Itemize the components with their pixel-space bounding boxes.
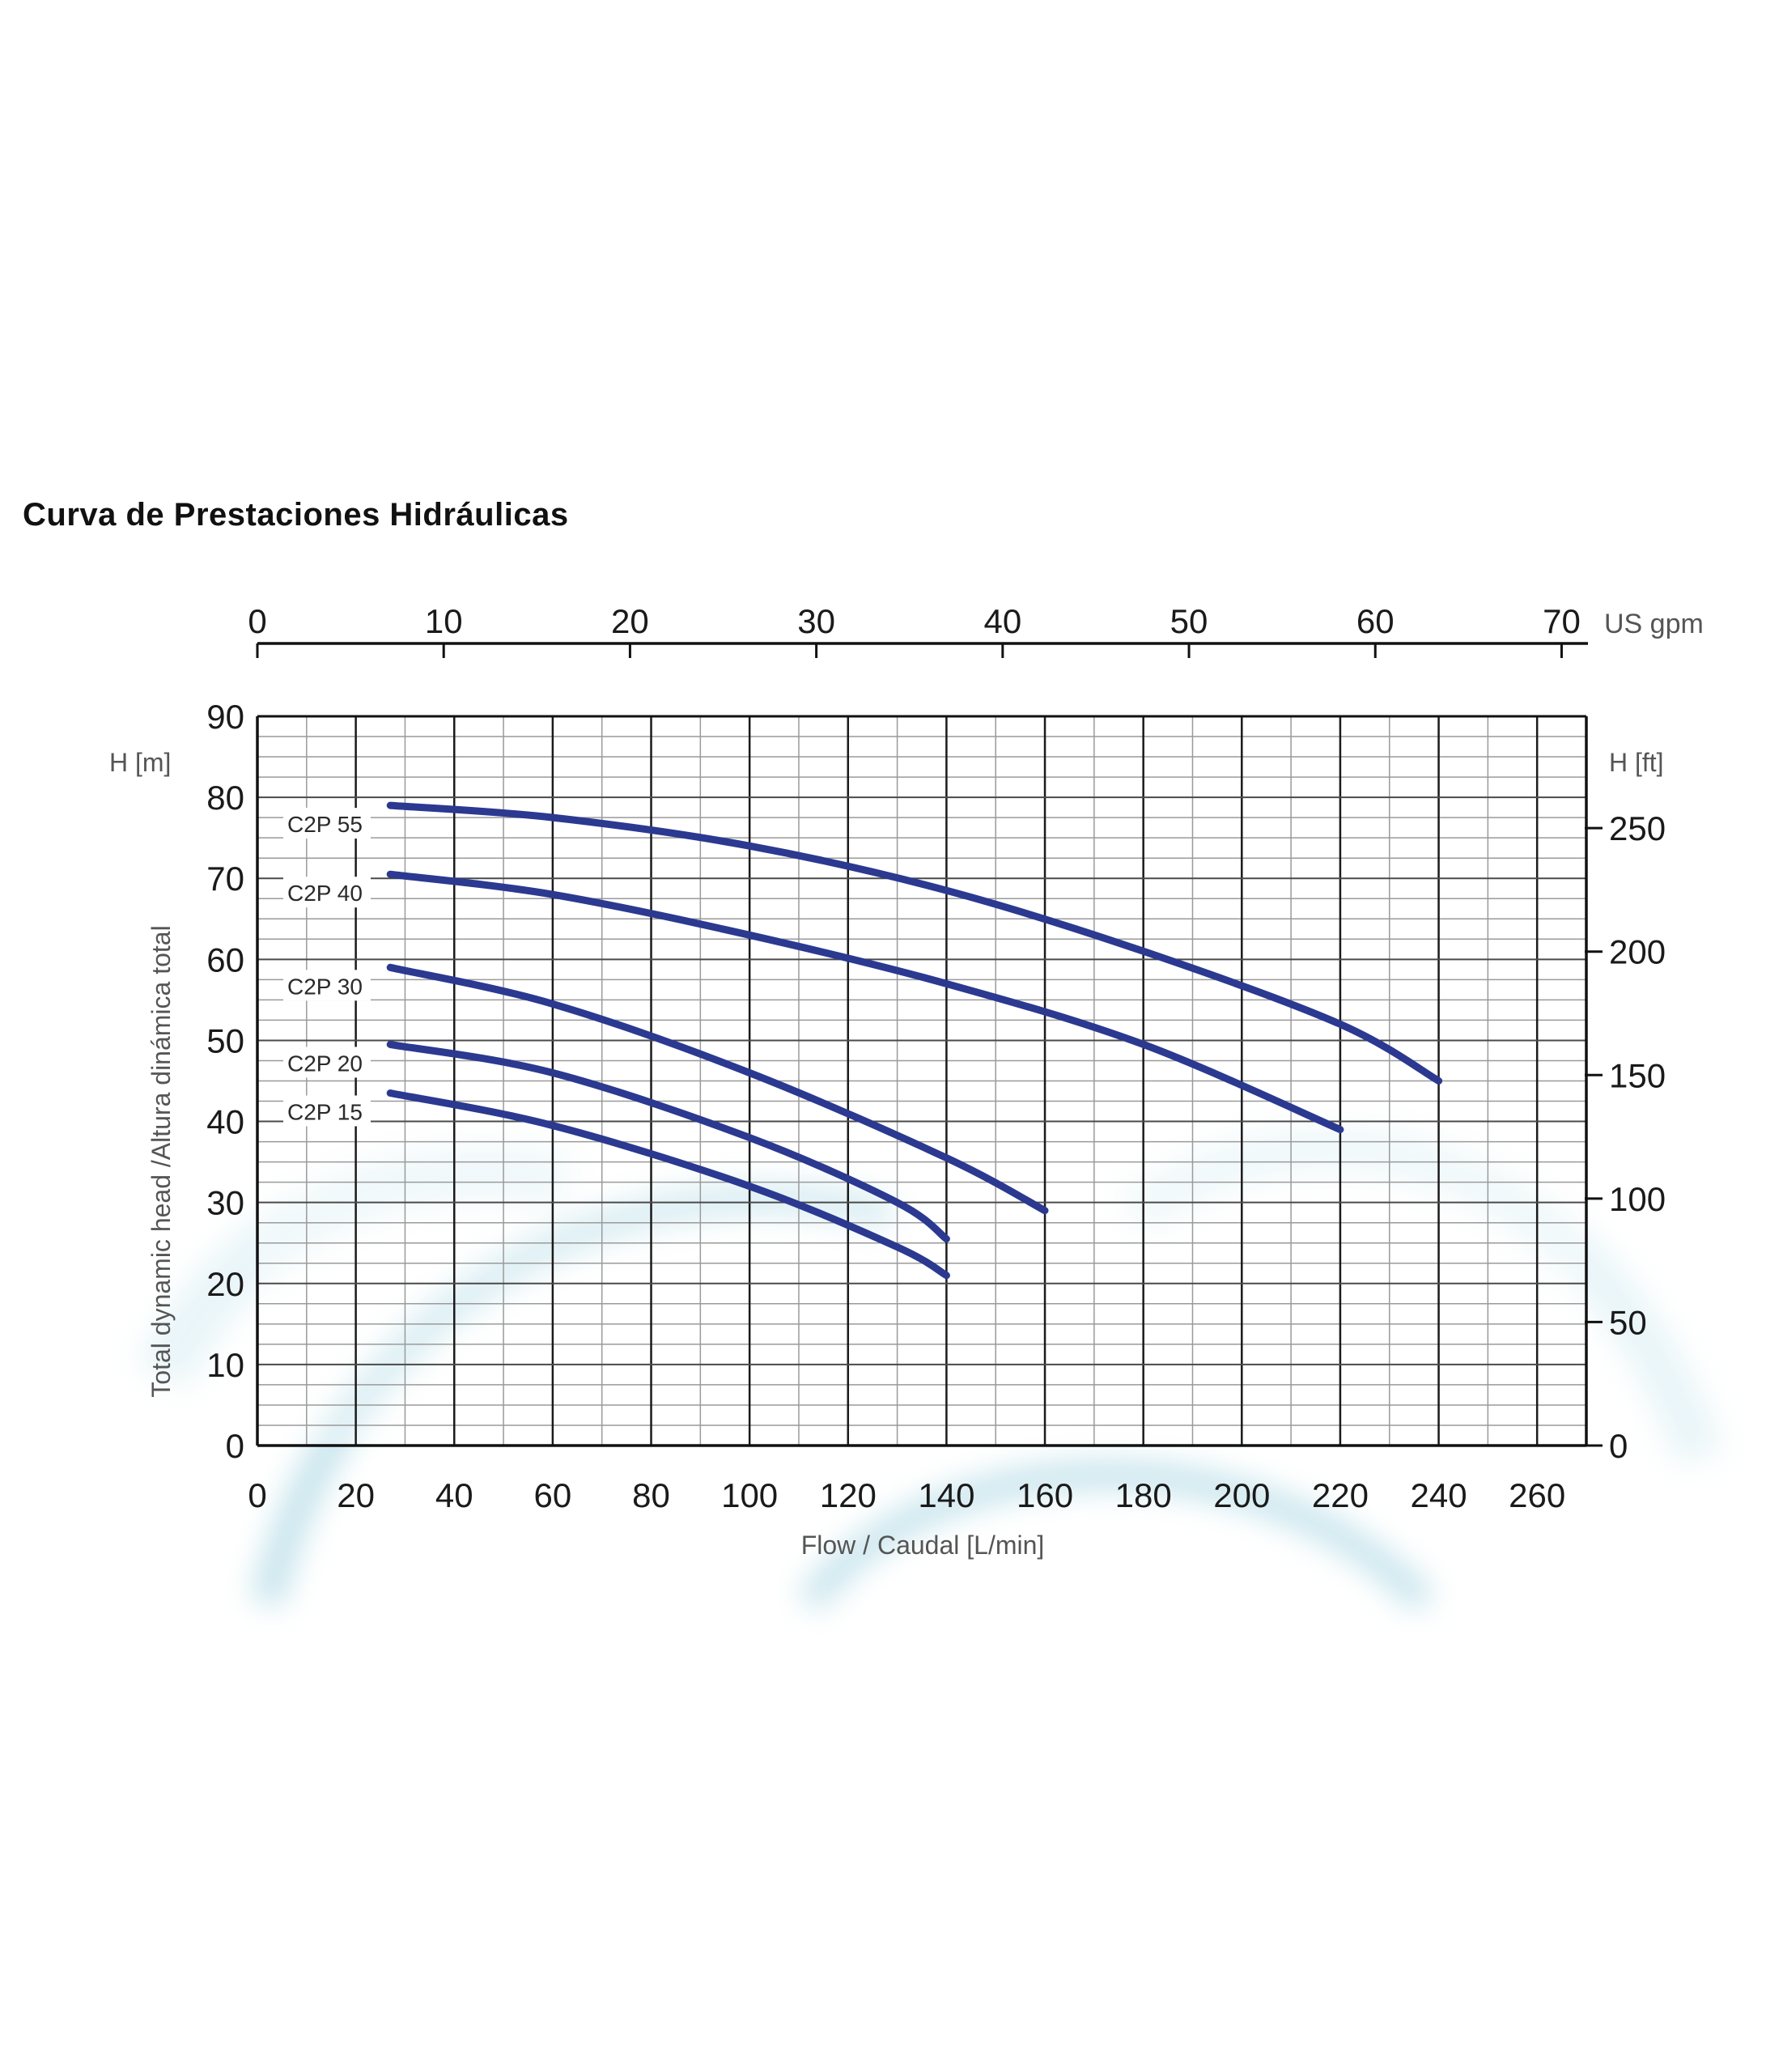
top-tick-label: 40	[983, 602, 1021, 640]
series-line-c2p-30	[386, 963, 1049, 1215]
series-label-bg	[283, 970, 371, 1001]
right-tick-label: 100	[1609, 1180, 1666, 1218]
y-tick-label: 20	[206, 1265, 244, 1303]
series-label-c2p-40: C2P 40	[287, 881, 363, 906]
y-tick-label: 30	[206, 1184, 244, 1222]
right-tick-label: 200	[1609, 933, 1666, 971]
x-tick-label: 100	[721, 1476, 778, 1514]
top-axis-unit: US gpm	[1604, 609, 1704, 639]
y-tick-label: 40	[206, 1103, 244, 1141]
left-axis-unit: H [m]	[109, 748, 171, 777]
x-tick-label: 20	[337, 1476, 375, 1514]
x-tick-label: 120	[820, 1476, 877, 1514]
right-axis-unit: H [ft]	[1609, 748, 1664, 777]
right-tick-label: 50	[1609, 1303, 1647, 1341]
y-tick-label: 90	[206, 698, 244, 736]
right-tick-label: 250	[1609, 809, 1666, 847]
y-tick-label: 60	[206, 940, 244, 979]
x-tick-label: 40	[435, 1476, 473, 1514]
right-tick-label: 0	[1609, 1427, 1628, 1465]
top-tick-label: 70	[1543, 602, 1581, 640]
series-label-bg	[283, 1047, 371, 1078]
chart-title: Curva de Prestaciones Hidráulicas	[23, 497, 569, 533]
x-tick-label: 160	[1017, 1476, 1073, 1514]
y-tick-label: 0	[226, 1427, 244, 1465]
top-tick-label: 10	[425, 602, 463, 640]
series-line-c2p-20	[386, 1040, 950, 1243]
series-label-c2p-15: C2P 15	[287, 1100, 363, 1125]
series-line-c2p-15	[386, 1089, 950, 1280]
x-tick-label: 60	[534, 1476, 572, 1514]
top-tick-label: 30	[797, 602, 835, 640]
x-tick-label: 80	[632, 1476, 670, 1514]
x-tick-label: 200	[1213, 1476, 1270, 1514]
top-tick-label: 50	[1170, 602, 1208, 640]
x-tick-label: 140	[918, 1476, 974, 1514]
y-tick-label: 50	[206, 1021, 244, 1059]
x-tick-label: 0	[248, 1476, 266, 1514]
right-tick-label: 150	[1609, 1056, 1666, 1094]
x-tick-label: 240	[1411, 1476, 1467, 1514]
series-label-bg	[283, 877, 371, 908]
series-label-c2p-30: C2P 30	[287, 974, 363, 999]
x-tick-label: 220	[1312, 1476, 1369, 1514]
y-tick-label: 80	[206, 779, 244, 817]
series-label-c2p-55: C2P 55	[287, 812, 363, 837]
top-tick-label: 0	[248, 602, 266, 640]
series-label-bg	[283, 1095, 371, 1127]
series-line-c2p-55	[386, 801, 1443, 1085]
x-tick-label: 180	[1115, 1476, 1172, 1514]
x-axis-title: Flow / Caudal [L/min]	[801, 1531, 1045, 1560]
y-tick-label: 70	[206, 860, 244, 898]
y-tick-label: 10	[206, 1346, 244, 1384]
series-label-bg	[283, 808, 371, 839]
top-tick-label: 60	[1356, 602, 1395, 640]
top-tick-label: 20	[611, 602, 649, 640]
series-label-c2p-20: C2P 20	[287, 1051, 363, 1076]
y-axis-title: Total dynamic head /Altura dinámica tota…	[146, 925, 176, 1397]
series-line-c2p-40	[386, 870, 1344, 1134]
x-tick-label: 260	[1509, 1476, 1565, 1514]
